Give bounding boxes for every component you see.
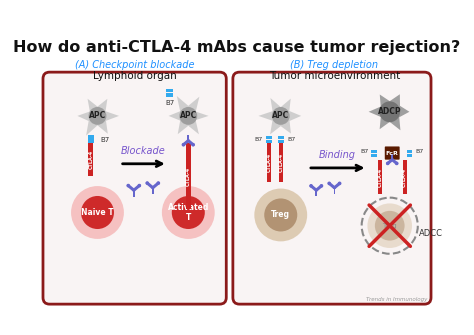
Circle shape [127, 184, 130, 187]
Bar [392, 154, 393, 160]
Text: CTLA-4: CTLA-4 [278, 153, 283, 172]
Text: (B) Treg depletion: (B) Treg depletion [291, 60, 378, 70]
Bar [315, 190, 317, 196]
Text: FcR: FcR [386, 150, 399, 155]
Text: B7: B7 [287, 137, 296, 141]
Text: CTLA-4: CTLA-4 [402, 168, 407, 187]
Text: ADCC: ADCC [419, 229, 443, 239]
Bar [371, 150, 377, 153]
Bar [133, 190, 135, 197]
Text: CTLA-4: CTLA-4 [377, 168, 383, 187]
Circle shape [71, 186, 124, 239]
Circle shape [386, 161, 390, 165]
Bar [402, 160, 407, 194]
Circle shape [272, 107, 290, 125]
Bar [187, 135, 189, 141]
Circle shape [309, 184, 313, 188]
Text: ADCP: ADCP [378, 107, 401, 116]
Circle shape [162, 186, 215, 239]
Circle shape [179, 107, 197, 125]
Bar [152, 188, 154, 194]
Polygon shape [258, 98, 301, 134]
Text: Activated
T: Activated T [168, 203, 209, 222]
Text: CTLA-4: CTLA-4 [186, 166, 191, 186]
Text: B7: B7 [165, 100, 175, 106]
Circle shape [172, 196, 205, 229]
Text: Tumor microenvironment: Tumor microenvironment [269, 71, 400, 81]
Text: B7: B7 [101, 137, 110, 143]
Circle shape [395, 161, 399, 165]
Circle shape [191, 143, 195, 146]
Text: Treg: Treg [383, 223, 397, 229]
Circle shape [264, 198, 297, 231]
Text: Binding: Binding [319, 150, 356, 160]
Circle shape [375, 211, 405, 241]
Bar [378, 160, 382, 194]
Bar [371, 154, 377, 157]
Text: CTLA-4: CTLA-4 [267, 153, 272, 172]
Bar [267, 143, 271, 182]
Bar [166, 93, 173, 97]
Text: How do anti-CTLA-4 mAbs cause tumor rejection?: How do anti-CTLA-4 mAbs cause tumor reje… [13, 40, 461, 55]
Polygon shape [169, 96, 209, 134]
Polygon shape [369, 94, 410, 130]
Text: Lymphoid organ: Lymphoid organ [93, 71, 176, 81]
Text: APC: APC [272, 112, 290, 120]
Text: B7: B7 [255, 137, 263, 141]
Circle shape [81, 196, 114, 229]
Bar [266, 140, 272, 143]
Circle shape [367, 203, 412, 248]
Bar [279, 143, 283, 182]
Text: APC: APC [180, 112, 197, 120]
Circle shape [255, 189, 307, 242]
Bar [334, 188, 335, 194]
Bar [407, 154, 412, 157]
Bar [88, 135, 94, 139]
FancyBboxPatch shape [385, 146, 400, 160]
Text: Blockade: Blockade [120, 145, 165, 155]
Circle shape [156, 181, 160, 185]
Circle shape [182, 143, 185, 146]
Text: CTLA-4: CTLA-4 [88, 150, 93, 169]
Circle shape [379, 102, 400, 122]
Bar [266, 136, 272, 139]
Text: B7: B7 [415, 149, 424, 154]
Circle shape [89, 107, 106, 125]
Text: Trends in Immunology: Trends in Immunology [366, 297, 428, 302]
Bar [88, 143, 93, 176]
Bar [88, 139, 94, 143]
Bar [278, 140, 283, 143]
Text: Naive T: Naive T [81, 208, 114, 217]
Text: APC: APC [89, 112, 106, 120]
Text: B7: B7 [361, 149, 369, 154]
Text: Treg: Treg [271, 210, 290, 219]
Circle shape [328, 182, 331, 185]
Bar [407, 150, 412, 153]
Bar [278, 136, 283, 139]
Circle shape [146, 181, 149, 185]
Polygon shape [77, 99, 119, 136]
Bar [166, 89, 173, 92]
Text: (A) Checkpoint blockade: (A) Checkpoint blockade [75, 60, 194, 70]
Circle shape [338, 182, 341, 185]
Circle shape [137, 184, 141, 187]
FancyBboxPatch shape [43, 72, 226, 304]
Circle shape [319, 184, 323, 188]
FancyBboxPatch shape [233, 72, 431, 304]
Bar [186, 143, 191, 209]
